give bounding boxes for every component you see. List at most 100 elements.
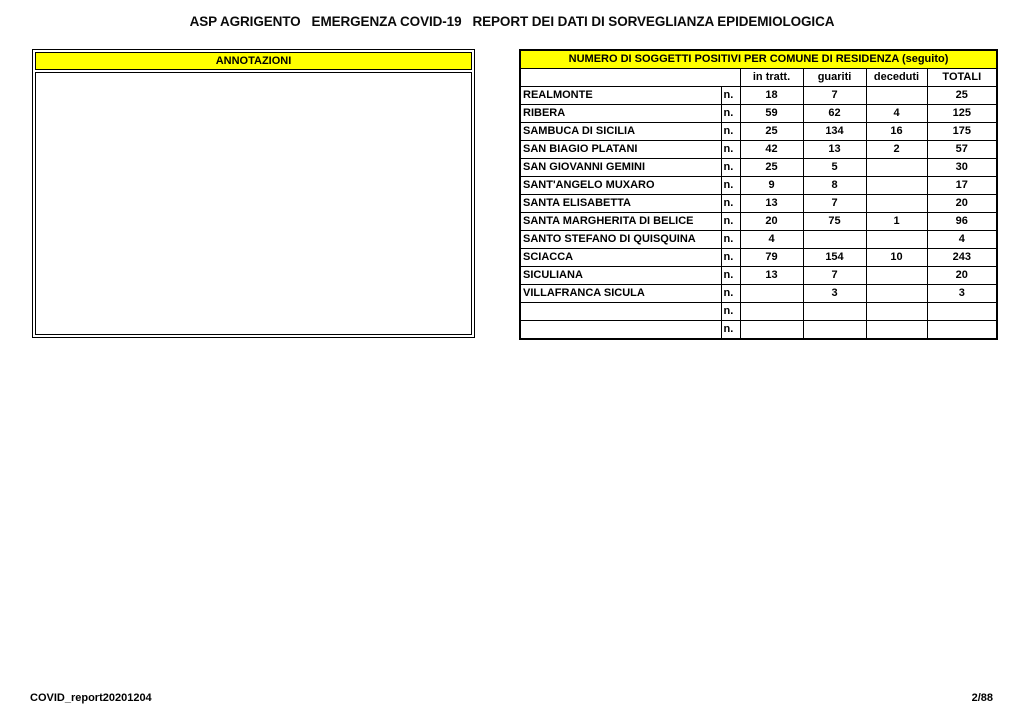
cell-n-label: n. [720,140,741,159]
table-row: n. [519,320,998,340]
cell-comune: SAMBUCA DI SICILIA [519,122,722,141]
cell-totali [926,320,998,340]
cell-deceduti: 4 [865,104,928,123]
cell-comune: VILLAFRANCA SICULA [519,284,722,303]
cell-guariti: 7 [802,266,867,285]
cell-totali: 175 [926,122,998,141]
table-row: SANT'ANGELO MUXARO n. 9 8 17 [519,176,998,195]
annotations-box: ANNOTAZIONI [32,49,475,338]
table-row: SANTA MARGHERITA DI BELICE n. 20 75 1 96 [519,212,998,231]
column-header-totali: TOTALI [926,68,998,87]
annotations-header: ANNOTAZIONI [35,52,472,70]
cell-comune: SANTA MARGHERITA DI BELICE [519,212,722,231]
cell-totali: 57 [926,140,998,159]
cell-in-tratt: 25 [739,158,804,177]
table-row: SANTO STEFANO DI QUISQUINA n. 4 4 [519,230,998,249]
cell-guariti: 154 [802,248,867,267]
cell-deceduti [865,158,928,177]
cell-deceduti: 1 [865,212,928,231]
cell-n-label: n. [720,176,741,195]
cell-deceduti [865,176,928,195]
cell-in-tratt: 59 [739,104,804,123]
cell-comune: RIBERA [519,104,722,123]
cell-guariti: 5 [802,158,867,177]
cell-in-tratt: 13 [739,266,804,285]
cell-totali: 25 [926,86,998,105]
cell-in-tratt: 20 [739,212,804,231]
cell-guariti [802,302,867,321]
cell-deceduti [865,194,928,213]
column-header-guariti: guariti [802,68,867,87]
footer-page-number: 2/88 [971,692,993,704]
cell-guariti [802,320,867,340]
cell-guariti [802,230,867,249]
table-row: SAN GIOVANNI GEMINI n. 25 5 30 [519,158,998,177]
cell-deceduti [865,266,928,285]
table-title-row: NUMERO DI SOGGETTI POSITIVI PER COMUNE D… [519,49,998,69]
cell-in-tratt [739,320,804,340]
table-row: n. [519,302,998,321]
cell-deceduti [865,320,928,340]
cell-deceduti: 16 [865,122,928,141]
cell-guariti: 13 [802,140,867,159]
cell-deceduti: 10 [865,248,928,267]
cell-comune [519,320,722,340]
cell-totali: 20 [926,194,998,213]
table-row: SANTA ELISABETTA n. 13 7 20 [519,194,998,213]
cell-guariti: 62 [802,104,867,123]
cell-comune [519,302,722,321]
cell-in-tratt: 79 [739,248,804,267]
cell-totali: 20 [926,266,998,285]
cell-in-tratt [739,302,804,321]
cell-guariti: 8 [802,176,867,195]
cell-n-label: n. [720,86,741,105]
cell-in-tratt: 4 [739,230,804,249]
cell-comune: REALMONTE [519,86,722,105]
cell-in-tratt: 25 [739,122,804,141]
cell-totali: 125 [926,104,998,123]
cell-totali: 4 [926,230,998,249]
cell-comune: SCIACCA [519,248,722,267]
cell-totali: 17 [926,176,998,195]
table-title: NUMERO DI SOGGETTI POSITIVI PER COMUNE D… [519,49,998,69]
cell-totali: 243 [926,248,998,267]
cell-n-label: n. [720,266,741,285]
annotations-body [35,72,472,335]
table-row: SAN BIAGIO PLATANI n. 42 13 2 57 [519,140,998,159]
cell-totali [926,302,998,321]
cell-deceduti: 2 [865,140,928,159]
cell-n-label: n. [720,248,741,267]
cell-comune: SICULIANA [519,266,722,285]
cell-in-tratt: 9 [739,176,804,195]
cell-deceduti [865,284,928,303]
column-header-in-tratt: in tratt. [739,68,804,87]
cell-guariti: 3 [802,284,867,303]
cell-guariti: 75 [802,212,867,231]
cell-n-label: n. [720,104,741,123]
cell-guariti: 7 [802,86,867,105]
table-body: REALMONTE n. 18 7 25 RIBERA n. 59 62 4 125 SAMBUCA … [519,86,998,340]
cell-comune: SANT'ANGELO MUXARO [519,176,722,195]
cell-guariti: 134 [802,122,867,141]
cell-in-tratt: 42 [739,140,804,159]
positives-table: NUMERO DI SOGGETTI POSITIVI PER COMUNE D… [519,49,999,340]
cell-n-label: n. [720,230,741,249]
cell-n-label: n. [720,122,741,141]
cell-n-label: n. [720,194,741,213]
cell-in-tratt [739,284,804,303]
table-row: REALMONTE n. 18 7 25 [519,86,998,105]
table-row: SCIACCA n. 79 154 10 243 [519,248,998,267]
cell-deceduti [865,230,928,249]
cell-deceduti [865,86,928,105]
table-row: SICULIANA n. 13 7 20 [519,266,998,285]
cell-totali: 30 [926,158,998,177]
column-header-blank [519,68,741,87]
table-row: SAMBUCA DI SICILIA n. 25 134 16 175 [519,122,998,141]
column-header-row: in tratt. guariti deceduti TOTALI [519,68,998,87]
cell-comune: SANTA ELISABETTA [519,194,722,213]
cell-comune: SAN BIAGIO PLATANI [519,140,722,159]
footer-filename: COVID_report20201204 [30,692,152,704]
cell-comune: SANTO STEFANO DI QUISQUINA [519,230,722,249]
page-title: ASP AGRIGENTO EMERGENZA COVID-19 REPORT … [189,14,835,29]
cell-n-label: n. [720,302,741,321]
